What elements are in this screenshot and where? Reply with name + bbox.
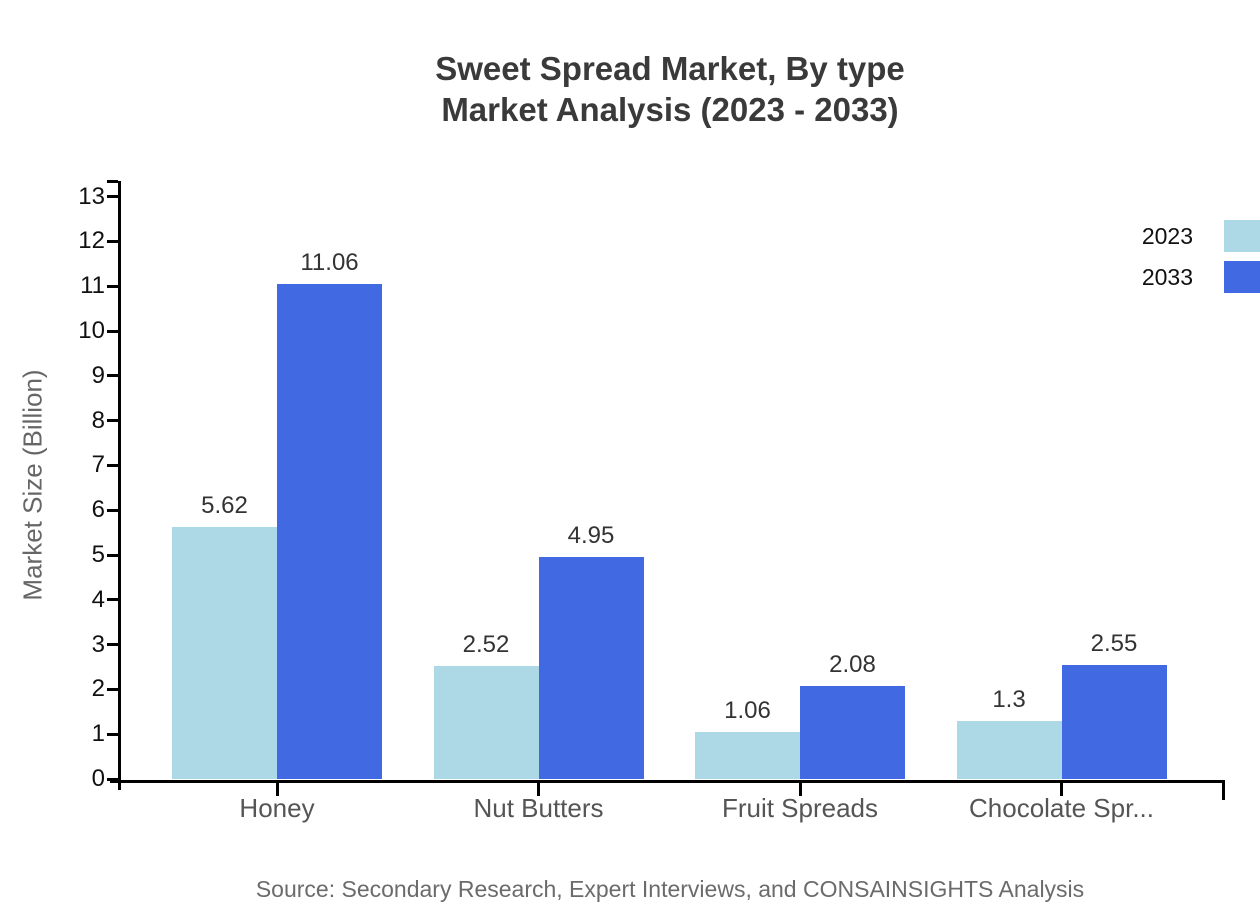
category-label-fruit-spreads: Fruit Spreads <box>721 793 879 823</box>
legend-item-2033: 2033 <box>1142 261 1260 293</box>
legend-label-2023: 2023 <box>1141 223 1193 249</box>
value-label-2023-chocolate-spr: 1.3 <box>992 685 1026 713</box>
y-tick <box>107 777 118 781</box>
y-tick-label: 4 <box>91 585 105 613</box>
legend-swatch-2033-icon <box>1224 261 1260 293</box>
y-tick-label: 1 <box>91 720 105 748</box>
y-tick-label: 13 <box>78 182 105 210</box>
y-tick-label: 0 <box>91 765 105 792</box>
y-tick-label: 8 <box>91 406 105 434</box>
value-label-2023-honey: 5.62 <box>201 492 248 520</box>
bar-2023-nut-butters <box>433 666 539 779</box>
chart-title: Sweet Spread Market, By type Market Anal… <box>80 48 1260 130</box>
x-tick <box>537 783 540 796</box>
y-tick-label: 10 <box>78 317 105 344</box>
x-tick <box>275 783 279 796</box>
y-tick <box>107 732 118 736</box>
category-label-honey: Honey <box>239 793 315 823</box>
y-axis-line <box>118 181 121 790</box>
category-label-chocolate-spr: Chocolate Spr... <box>969 793 1154 823</box>
x-tick <box>798 783 802 796</box>
y-tick <box>107 419 118 423</box>
y-tick-label: 3 <box>91 630 105 658</box>
y-tick <box>107 463 118 467</box>
category-label-nut-butters: Nut Butters <box>473 793 604 823</box>
chart-title-line2: Market Analysis (2023 - 2033) <box>441 91 899 128</box>
y-tick-label: 7 <box>91 451 105 479</box>
bar-2033-honey <box>277 283 382 779</box>
y-tick-label: 6 <box>91 496 105 524</box>
bar-2023-chocolate-spr <box>956 720 1062 779</box>
y-tick <box>107 553 118 557</box>
x-tick <box>1060 783 1063 796</box>
y-tick-label: 11 <box>80 272 105 300</box>
legend-label-2033: 2033 <box>1141 264 1193 290</box>
legend-swatch-2023-icon <box>1224 220 1260 252</box>
y-tick <box>107 598 118 602</box>
value-label-2033-nut-butters: 4.95 <box>567 522 615 550</box>
y-axis-end-tick <box>107 180 118 183</box>
value-label-2023-nut-butters: 2.52 <box>462 631 510 659</box>
bar-2023-fruit-spreads <box>695 731 800 779</box>
y-tick <box>107 508 118 512</box>
x-axis-line <box>110 780 1225 783</box>
bar-2033-chocolate-spr <box>1061 664 1167 779</box>
chart-title-line1: Sweet Spread Market, By type <box>435 50 905 87</box>
value-label-2033-honey: 11.06 <box>300 248 359 276</box>
x-axis-end-tick <box>1222 780 1225 800</box>
y-tick-label: 12 <box>78 227 105 255</box>
bar-2033-nut-butters <box>538 557 644 779</box>
legend-item-2023: 2023 <box>1142 220 1260 252</box>
value-label-2033-chocolate-spr: 2.55 <box>1090 629 1138 657</box>
y-tick <box>107 195 118 199</box>
value-label-2033-fruit-spreads: 2.08 <box>829 650 876 678</box>
y-tick <box>107 687 118 691</box>
bar-2023-honey <box>172 527 277 779</box>
y-tick-label: 5 <box>91 541 105 568</box>
y-tick <box>107 239 118 243</box>
y-tick <box>107 374 118 378</box>
y-tick <box>107 284 118 288</box>
y-tick-label: 9 <box>91 361 105 389</box>
bar-2033-fruit-spreads <box>800 685 905 779</box>
y-tick <box>107 329 118 333</box>
y-tick <box>107 643 118 647</box>
value-label-2023-fruit-spreads: 1.06 <box>724 696 771 724</box>
y-tick-label: 2 <box>91 675 105 703</box>
source-note: Source: Secondary Research, Expert Inter… <box>255 876 1085 902</box>
